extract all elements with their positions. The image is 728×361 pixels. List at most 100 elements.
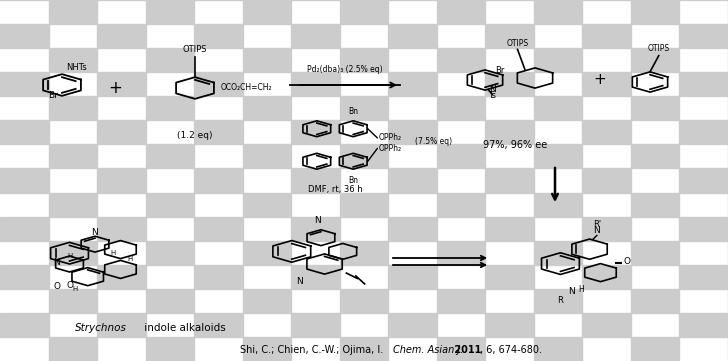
Bar	[679, 313, 728, 337]
Bar	[437, 48, 486, 72]
Text: N: N	[568, 287, 574, 296]
Bar	[679, 265, 728, 289]
Bar	[437, 289, 486, 313]
Bar	[437, 192, 486, 217]
Bar	[97, 120, 146, 144]
Bar	[242, 144, 291, 169]
Bar	[437, 96, 486, 120]
Bar	[437, 337, 486, 361]
Bar	[242, 0, 291, 24]
Bar	[486, 217, 534, 241]
Bar	[194, 120, 242, 144]
Bar	[631, 289, 679, 313]
Bar	[340, 289, 388, 313]
Bar	[388, 120, 437, 144]
Bar	[194, 169, 242, 192]
Text: OTIPS: OTIPS	[648, 44, 670, 53]
Bar	[146, 48, 194, 72]
Text: Chem. Asian J.: Chem. Asian J.	[393, 345, 463, 355]
Bar	[0, 120, 49, 144]
Bar	[631, 192, 679, 217]
Text: (1.2 eq): (1.2 eq)	[177, 130, 213, 139]
Bar	[631, 48, 679, 72]
Bar	[291, 169, 340, 192]
Text: OPPh₂: OPPh₂	[379, 144, 402, 153]
Bar	[534, 96, 582, 120]
Bar	[486, 265, 534, 289]
Bar	[0, 169, 49, 192]
Bar	[340, 241, 388, 265]
Bar	[340, 144, 388, 169]
Bar	[534, 241, 582, 265]
Text: H: H	[67, 253, 73, 258]
Bar	[194, 313, 242, 337]
Bar	[49, 241, 97, 265]
Bar	[437, 0, 486, 24]
Bar	[146, 96, 194, 120]
Bar	[97, 24, 146, 48]
Text: Pd₂(dba)₃ (2.5% eq): Pd₂(dba)₃ (2.5% eq)	[307, 65, 383, 74]
Text: OTIPS: OTIPS	[507, 39, 529, 48]
Bar	[194, 72, 242, 96]
Text: N: N	[92, 228, 98, 237]
Bar	[582, 217, 631, 241]
Bar	[49, 96, 97, 120]
Bar	[534, 289, 582, 313]
Bar	[146, 144, 194, 169]
Bar	[97, 217, 146, 241]
Bar	[291, 313, 340, 337]
Text: OPPh₂: OPPh₂	[379, 133, 402, 142]
Bar	[679, 217, 728, 241]
Bar	[486, 313, 534, 337]
Bar	[534, 337, 582, 361]
Bar	[437, 241, 486, 265]
Bar	[97, 72, 146, 96]
Bar	[49, 144, 97, 169]
Text: indole alkaloids: indole alkaloids	[141, 323, 225, 333]
Text: 97%, 96% ee: 97%, 96% ee	[483, 140, 547, 150]
Bar	[388, 217, 437, 241]
Text: , 6, 674-680.: , 6, 674-680.	[480, 345, 542, 355]
Text: N: N	[593, 226, 600, 235]
Text: Bn: Bn	[348, 107, 358, 116]
Text: N: N	[314, 216, 320, 225]
Text: H: H	[111, 250, 116, 256]
Bar	[97, 169, 146, 192]
Bar	[194, 265, 242, 289]
Bar	[679, 72, 728, 96]
Bar	[242, 192, 291, 217]
Text: Br: Br	[496, 66, 505, 75]
Text: Bn: Bn	[348, 176, 358, 185]
Text: H: H	[578, 284, 584, 293]
Bar	[340, 192, 388, 217]
Bar	[679, 24, 728, 48]
Text: OTIPS: OTIPS	[183, 45, 207, 54]
Bar	[146, 241, 194, 265]
Text: DMF, rt, 36 h: DMF, rt, 36 h	[308, 185, 363, 194]
Bar	[242, 289, 291, 313]
Bar	[146, 289, 194, 313]
Bar	[631, 337, 679, 361]
Bar	[631, 96, 679, 120]
Bar	[388, 169, 437, 192]
Bar	[631, 0, 679, 24]
Bar	[146, 0, 194, 24]
Text: +: +	[108, 79, 122, 97]
Bar	[582, 120, 631, 144]
Bar	[242, 337, 291, 361]
Bar	[49, 289, 97, 313]
Text: 2011: 2011	[451, 345, 481, 355]
Text: +: +	[593, 73, 606, 87]
Text: N: N	[296, 277, 302, 286]
Bar	[97, 313, 146, 337]
Bar	[291, 120, 340, 144]
Text: O: O	[624, 257, 631, 266]
Bar	[340, 48, 388, 72]
Bar	[388, 24, 437, 48]
Text: NHTs: NHTs	[66, 64, 87, 72]
Bar	[388, 265, 437, 289]
Bar	[49, 48, 97, 72]
Bar	[242, 48, 291, 72]
Text: R: R	[558, 296, 563, 305]
Bar	[49, 192, 97, 217]
